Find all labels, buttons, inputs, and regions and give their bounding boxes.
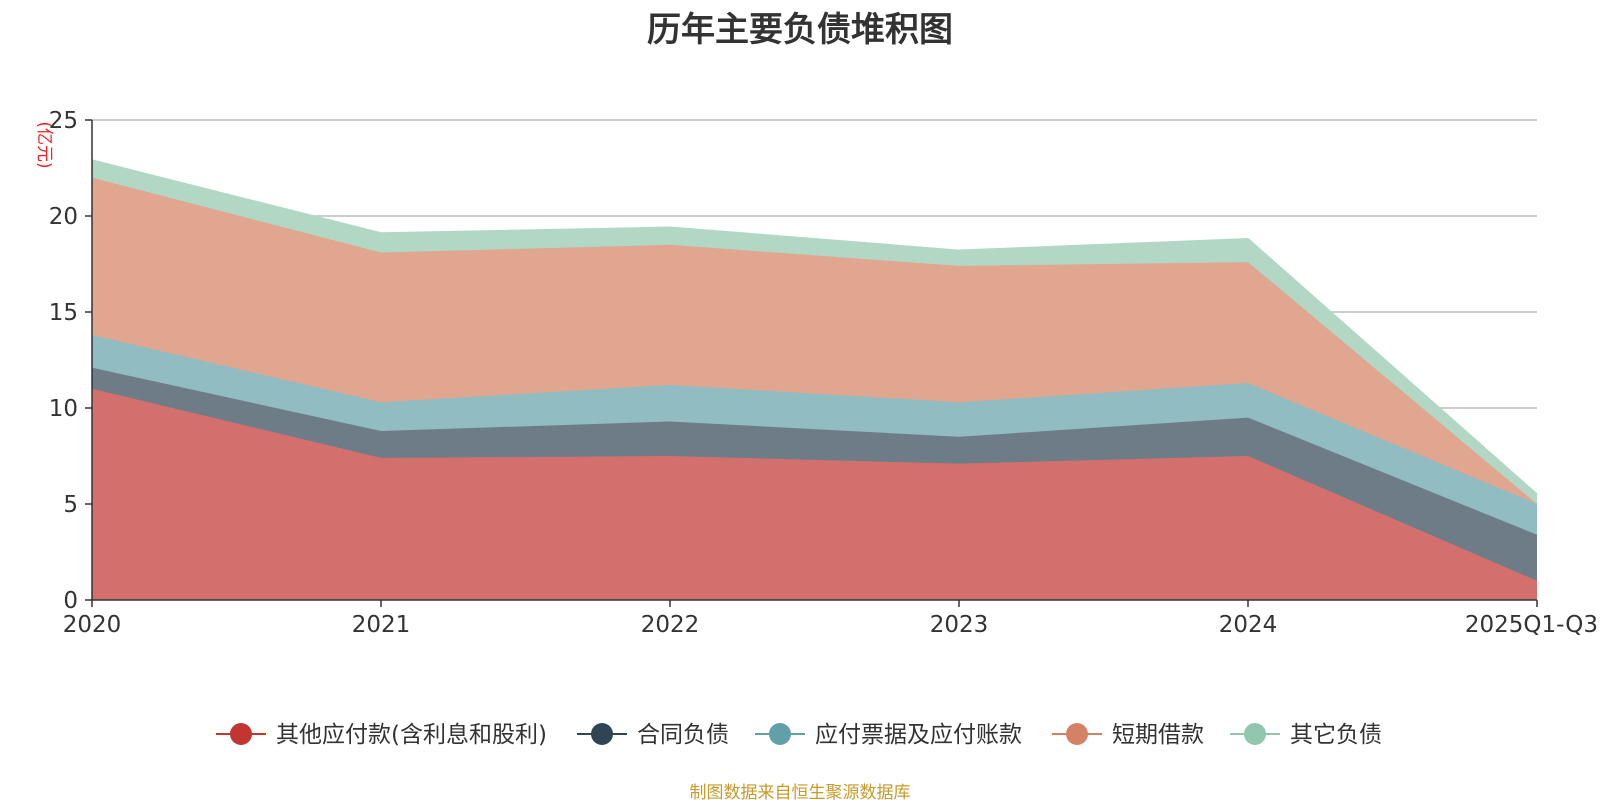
- x-tick-label-2021: 2021: [352, 612, 411, 638]
- y-axis-ticks: 0 5 10 15 20 25: [49, 108, 92, 614]
- area-series-4: [92, 160, 1537, 504]
- y-tick-label: 25: [49, 108, 78, 134]
- x-tick-label-2022: 2022: [641, 612, 700, 638]
- y-tick-label: 0: [63, 588, 78, 614]
- y-tick-label: 10: [49, 396, 78, 422]
- legend-label-0: 其他应付款(含利息和股利): [276, 722, 547, 748]
- series-line-2: [91, 334, 1538, 505]
- legend-marker-2: [769, 723, 791, 745]
- x-tick-label-2024: 2024: [1219, 612, 1278, 638]
- x-tick-label-2020: 2020: [63, 612, 122, 638]
- x-tick-label-2023: 2023: [930, 612, 989, 638]
- legend-marker-0: [230, 723, 252, 745]
- y-axis-unit-label: (亿元): [34, 121, 54, 168]
- x-axis-ticks: 2020 2021 2022 2023 2024 2025Q1-Q3: [63, 600, 1598, 638]
- area-series-3: [92, 177, 1537, 504]
- area-layers: [91, 159, 1538, 600]
- legend-marker-4: [1244, 723, 1266, 745]
- y-tick-label: 15: [49, 300, 78, 326]
- legend: 其他应付款(含利息和股利) 合同负债 应付票据及应付账款 短期借款 其它负债: [216, 722, 1382, 748]
- area-series-0: [92, 388, 1537, 600]
- legend-label-3: 短期借款: [1112, 722, 1204, 748]
- legend-label-1: 合同负债: [637, 722, 729, 748]
- data-source-note: 制图数据来自恒生聚源数据库: [689, 783, 911, 803]
- y-tick-label: 5: [63, 492, 78, 518]
- x-tick-label-2025q1-q3: 2025Q1-Q3: [1465, 612, 1598, 638]
- legend-marker-3: [1066, 723, 1088, 745]
- chart-title: 历年主要负债堆积图: [647, 10, 953, 50]
- axes: [91, 120, 1537, 601]
- y-tick-label: 20: [49, 204, 78, 230]
- legend-label-2: 应付票据及应付账款: [815, 722, 1022, 748]
- series-line-4: [91, 159, 1538, 496]
- legend-label-4: 其它负债: [1290, 722, 1382, 748]
- legend-marker-1: [591, 723, 613, 745]
